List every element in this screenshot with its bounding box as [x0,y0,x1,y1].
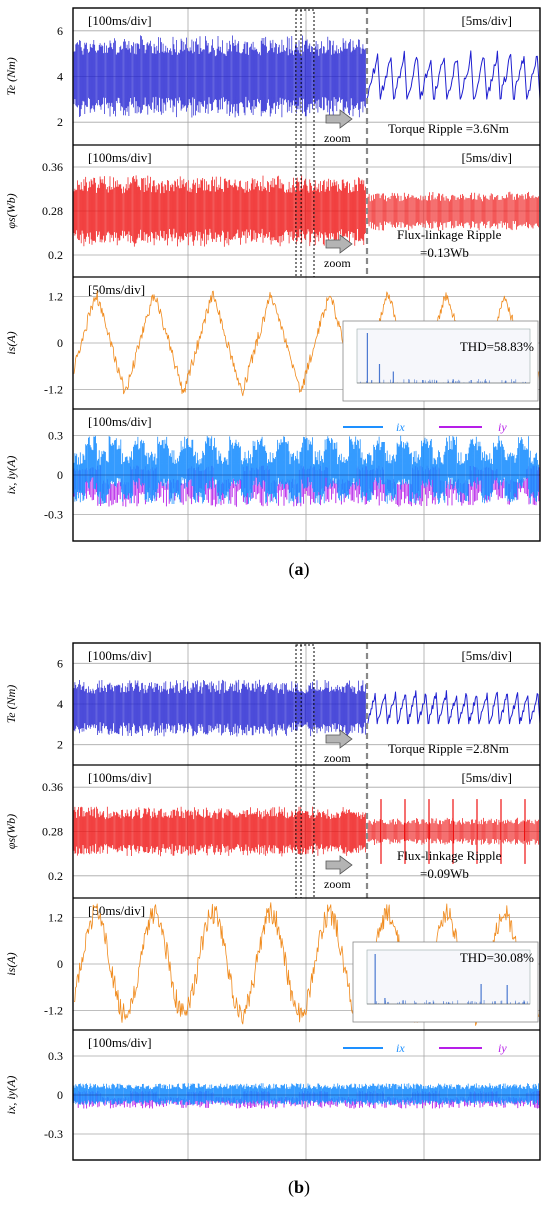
zoom-label: zoom [324,877,351,891]
panel-flux-b: 0.36 0.28 0.2 φs(Wb) [100ms/div] [5ms/div] zoo… [4,765,540,898]
caption-letter: b [294,1177,304,1197]
zoom-label: zoom [324,751,351,765]
figure-frame [72,7,541,542]
scale-label-left: [50ms/div] [88,903,145,918]
y-tick-label: 4 [57,70,63,84]
zoom-arrow-icon [325,855,353,875]
figure-caption: (a) [289,559,310,580]
legend-label-iy: iy [498,1041,507,1055]
thd-inset [342,320,539,402]
scale-label-left: [100ms/div] [88,13,152,28]
ripple-annotation: Flux-linkage Ripple [397,848,502,863]
ripple-annotation: =0.09Wb [420,866,469,881]
ripple-annotation: Flux-linkage Ripple [397,227,502,242]
scale-label-left: [100ms/div] [88,648,152,663]
scale-label-left: [100ms/div] [88,1035,152,1050]
panel-harmonic-a: 0.3 0 -0.3 ix, iy(A) [100ms/div] ix iy [4,409,540,541]
y-tick-label: -0.3 [44,508,63,522]
panel-torque-b: 2 4 6 Te (Nm) [100ms/div] [5ms/div] zoom Torque… [4,643,541,765]
y-tick-label: 6 [57,656,63,670]
y-tick-label: 2 [57,738,63,752]
y-tick-label: 1.2 [48,289,63,303]
thd-label: THD=30.08% [460,950,534,965]
zoom-arrow-icon [325,234,353,254]
ripple-annotation: Torque Ripple =2.8Nm [388,741,509,756]
y-tick-label: 0.3 [48,1049,63,1063]
panel-current-b: 1.2 0 -1.2 is(A) [50ms/div] THD=30.08% [4,898,540,1030]
figure-caption: (b) [288,1177,310,1198]
thd-label: THD=58.83% [460,339,534,354]
scale-label-right: [5ms/div] [461,648,512,663]
y-tick-label: 0 [57,957,63,971]
waveform-zoom-torque [366,690,541,725]
y-tick-label: 0.28 [42,204,63,218]
y-tick-label: 0 [57,468,63,482]
legend: ix iy [343,1041,507,1055]
scale-label-left: [100ms/div] [88,770,152,785]
scale-label-right: [5ms/div] [461,770,512,785]
y-tick-label: 2 [57,115,63,129]
y-axis-label: ix, iy(A) [4,1076,18,1115]
y-tick-label: 0.36 [42,160,63,174]
legend-label-ix: ix [396,1041,405,1055]
zoom-label: zoom [324,131,351,145]
y-tick-label: 1.2 [48,910,63,924]
inset-plot-area [356,328,531,384]
panel-torque-a: 2 4 6 Te (Nm) [100ms/div] [5ms/div] zoom Torque… [4,8,541,145]
panel-flux-a: 0.36 0.28 0.2 φs(Wb) [100ms/div] [5ms/div] zoo… [4,145,540,277]
waveform-ix [73,1083,539,1105]
y-tick-label: 0.3 [48,428,63,442]
legend-label-ix: ix [396,420,405,434]
y-axis-label: is(A) [4,331,18,354]
y-axis-label: ix, iy(A) [4,456,18,495]
figure-b: 2 4 6 Te (Nm) [100ms/div] [5ms/div] zoom Torque… [4,642,541,1198]
y-tick-label: 4 [57,697,63,711]
y-tick-label: -1.2 [44,1004,63,1018]
legend: ix iy [343,420,507,434]
y-tick-label: -1.2 [44,383,63,397]
y-axis-label: φs(Wb) [4,814,18,849]
zoom-arrow-icon [325,729,353,749]
panel-harmonic-b: 0.3 0 -0.3 ix, iy(A) [100ms/div] ix iy [4,1030,540,1160]
y-axis-label: φs(Wb) [4,193,18,228]
zoom-label: zoom [324,256,351,270]
thd-inset [352,941,539,1023]
caption-letter: a [295,559,304,579]
scale-label-left: [100ms/div] [88,414,152,429]
y-tick-label: -0.3 [44,1127,63,1141]
waveform-zoom-torque [366,50,541,100]
figure-frame [72,642,541,1161]
waveform-ix [73,435,539,504]
y-axis-label: Te (Nm) [4,685,18,724]
panel-current-a: 1.2 0 -1.2 is(A) [50ms/div] THD=58.83% [4,277,540,409]
waveform-dense-flux [73,175,366,247]
scale-label-left: [50ms/div] [88,282,145,297]
figure-a: 2 4 6 Te (Nm) [100ms/div] [5ms/div] zoom Torque… [4,7,541,580]
y-tick-label: 0.2 [48,869,63,883]
ripple-annotation: =0.13Wb [420,245,469,260]
y-axis-label: is(A) [4,952,18,975]
y-axis-label: Te (Nm) [4,57,18,96]
scale-label-right: [5ms/div] [461,13,512,28]
y-tick-label: 6 [57,24,63,38]
zoom-window [295,644,315,899]
y-tick-label: 0 [57,1088,63,1102]
ripple-annotation: Torque Ripple =3.6Nm [388,121,509,136]
scale-label-right: [5ms/div] [461,150,512,165]
zoom-arrow-icon [325,109,353,129]
legend-label-iy: iy [498,420,507,434]
y-tick-label: 0.2 [48,248,63,262]
y-tick-label: 0 [57,336,63,350]
y-tick-label: 0.28 [42,825,63,839]
waveform-dense-torque [73,679,366,737]
scale-label-left: [100ms/div] [88,150,152,165]
y-tick-label: 0.36 [42,780,63,794]
